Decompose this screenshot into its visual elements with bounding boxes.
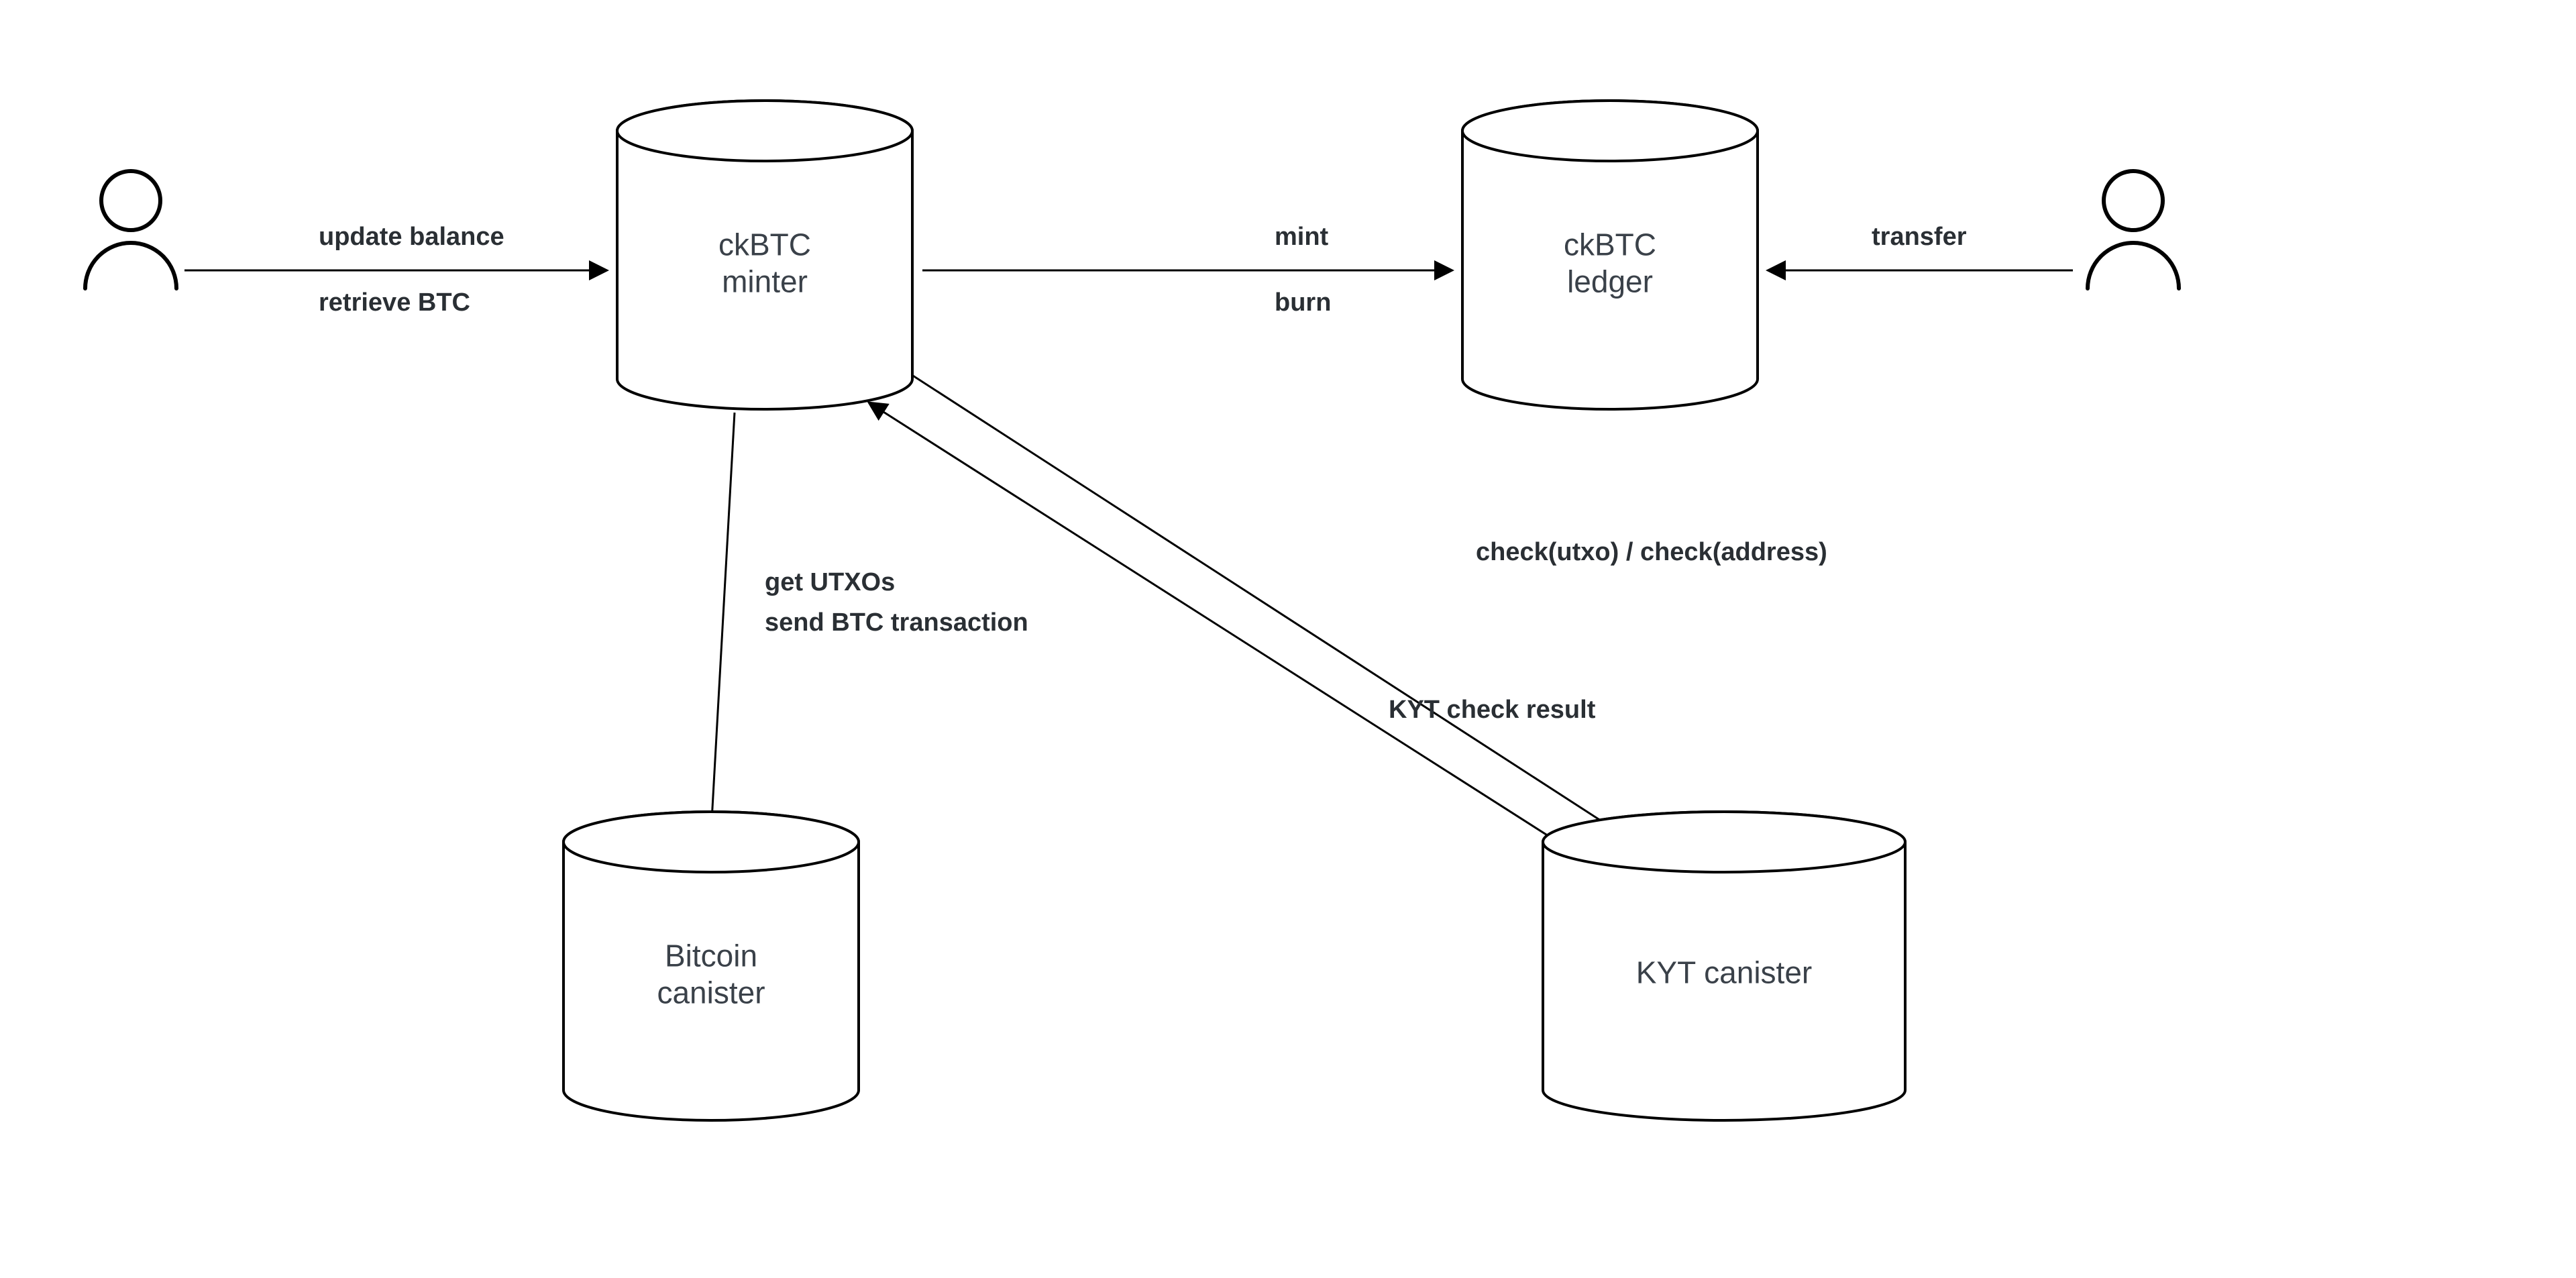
- ledger-label1: ckBTC: [1564, 227, 1656, 262]
- e_minter_ledger: mint burn: [922, 223, 1452, 317]
- e_minter_kyt: check(utxo) / check(address): [892, 362, 1827, 835]
- edges: update balance retrieve BTC mint burn transf…: [184, 223, 2073, 845]
- e_actor_minter: update balance retrieve BTC: [184, 223, 607, 317]
- ledger-label2: ledger: [1567, 264, 1653, 299]
- e_actor_ledger-label1: transfer: [1872, 223, 1967, 251]
- kyt-label1: KYT canister: [1636, 955, 1812, 990]
- bitcoin-label2: canister: [657, 975, 765, 1010]
- e_minter_bitcoin-label1: get UTXOs: [765, 568, 895, 596]
- e_minter_kyt-label1: check(utxo) / check(address): [1476, 538, 1827, 566]
- minter-label2: minter: [722, 264, 808, 299]
- e_actor_ledger: transfer: [1768, 223, 2073, 270]
- bitcoin-label1: Bitcoin: [665, 938, 757, 973]
- kyt: KYT canister: [1543, 812, 1905, 1120]
- actor_right: [2088, 171, 2179, 288]
- bitcoin: Bitcoincanister: [564, 812, 859, 1120]
- e_minter_ledger-label1: mint: [1275, 223, 1329, 251]
- nodes: ckBTCminterckBTCledgerBitcoincanisterKYT…: [85, 101, 2179, 1120]
- e_actor_minter-label1: update balance: [319, 223, 504, 251]
- ledger: ckBTCledger: [1462, 101, 1758, 409]
- minter: ckBTCminter: [617, 101, 912, 409]
- e_kyt_minter-label1: KYT check result: [1389, 696, 1596, 724]
- e_minter_ledger-label2: burn: [1275, 288, 1331, 317]
- actor_left: [85, 171, 176, 288]
- e_minter_bitcoin: get UTXOs send BTC transaction: [711, 413, 1028, 832]
- e_actor_minter-label2: retrieve BTC: [319, 288, 470, 317]
- minter-label1: ckBTC: [718, 227, 811, 262]
- e_minter_bitcoin-label2: send BTC transaction: [765, 608, 1028, 637]
